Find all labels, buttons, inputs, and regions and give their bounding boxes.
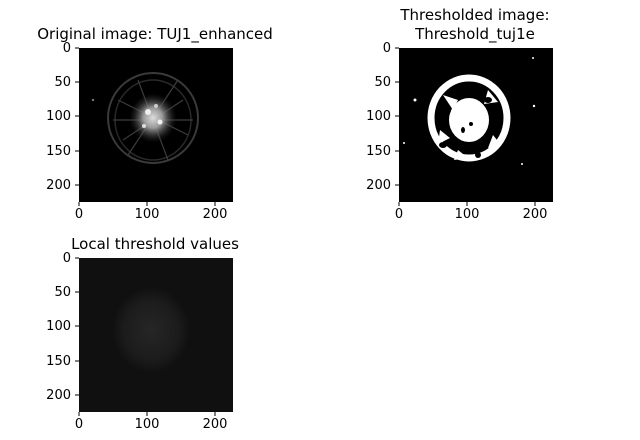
y-tick-label: 200 (46, 178, 71, 193)
y-tick-label: 150 (46, 354, 71, 369)
x-tick-label: 200 (202, 417, 228, 432)
panel-threshold-title-line1: Thresholded image: (400, 6, 550, 24)
x-tick-label: 200 (522, 207, 548, 222)
x-tick-label: 100 (134, 417, 160, 432)
y-tick-label: 50 (54, 285, 71, 300)
x-tick-label: 200 (202, 207, 228, 222)
original-image-axes (75, 47, 233, 206)
threshold-blob (113, 288, 189, 372)
x-tick-label: 100 (454, 207, 480, 222)
y-tick-label: 50 (54, 75, 71, 90)
y-tick-label: 0 (62, 41, 71, 56)
threshold-image-axes (395, 47, 553, 206)
y-tick-label: 150 (366, 144, 391, 159)
x-tick-label: 100 (134, 207, 160, 222)
y-tick-label: 200 (46, 388, 71, 403)
x-tick-label: 0 (74, 417, 84, 432)
y-tick-label: 0 (382, 41, 391, 56)
y-tick-label: 200 (366, 178, 391, 193)
y-tick-label: 50 (374, 75, 391, 90)
local-threshold-axes (75, 257, 233, 416)
cell-body-threshold (427, 74, 511, 162)
y-tick-label: 100 (46, 109, 71, 124)
panel-original-title: Original image: TUJ1_enhanced (37, 25, 273, 43)
panel-local-threshold-title: Local threshold values (71, 235, 239, 253)
cell-body-original (91, 72, 199, 164)
panel-threshold-title-line2: Threshold_tuj1e (415, 25, 535, 43)
y-tick-label: 100 (46, 319, 71, 334)
y-tick-label: 100 (366, 109, 391, 124)
x-tick-label: 0 (74, 207, 84, 222)
x-tick-label: 0 (394, 207, 404, 222)
threshold-holes (439, 86, 499, 158)
y-tick-label: 150 (46, 144, 71, 159)
y-tick-label: 0 (62, 251, 71, 266)
